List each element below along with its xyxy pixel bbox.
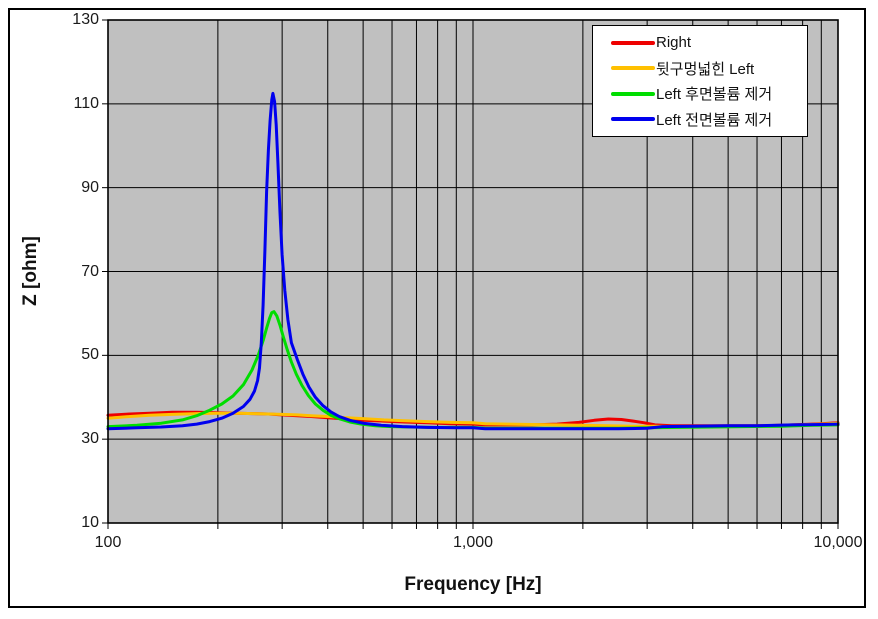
y-tick-label: 30: [81, 430, 99, 448]
x-tick-label: 1,000: [452, 534, 494, 551]
x-tick-label: 10,000: [813, 534, 863, 551]
series-line-3: [106, 91, 840, 431]
legend-line-sample-icon: [611, 91, 655, 96]
legend-item-2: Left 후면볼륨 제거: [593, 82, 807, 106]
plot-frame: [107, 19, 839, 524]
y-tick-label: 70: [81, 262, 99, 280]
legend-line-sample-icon: [611, 66, 655, 71]
x-axis-title: Frequency [Hz]: [404, 574, 542, 595]
x-tick-label: 100: [94, 534, 122, 551]
legend-item-3: Left 전면볼륨 제거: [593, 107, 807, 131]
legend-item-1: 뒷구멍넓힌 Left: [593, 56, 807, 80]
legend-item-label: Left 후면볼륨 제거: [656, 86, 773, 104]
legend-line-sample-icon: [611, 40, 655, 45]
legend-item-0: Right: [593, 31, 807, 55]
y-axis-title: Z [ohm]: [20, 236, 41, 306]
y-tick-label: 90: [81, 178, 99, 196]
y-tick-label: 10: [81, 514, 99, 531]
y-tick-label: 110: [73, 94, 99, 112]
legend-line-sample-icon: [611, 117, 655, 122]
y-tick-label: 50: [81, 346, 99, 364]
legend-item-label: 뒷구멍넓힌 Left: [656, 60, 755, 78]
legend: Right 뒷구멍넓힌 Left Left 후면볼륨 제거 Left 전면볼륨 제거: [592, 25, 808, 137]
y-tick-label: 130: [72, 11, 99, 28]
legend-item-label: Right: [656, 34, 692, 52]
legend-item-label: Left 전면볼륨 제거: [656, 111, 773, 129]
